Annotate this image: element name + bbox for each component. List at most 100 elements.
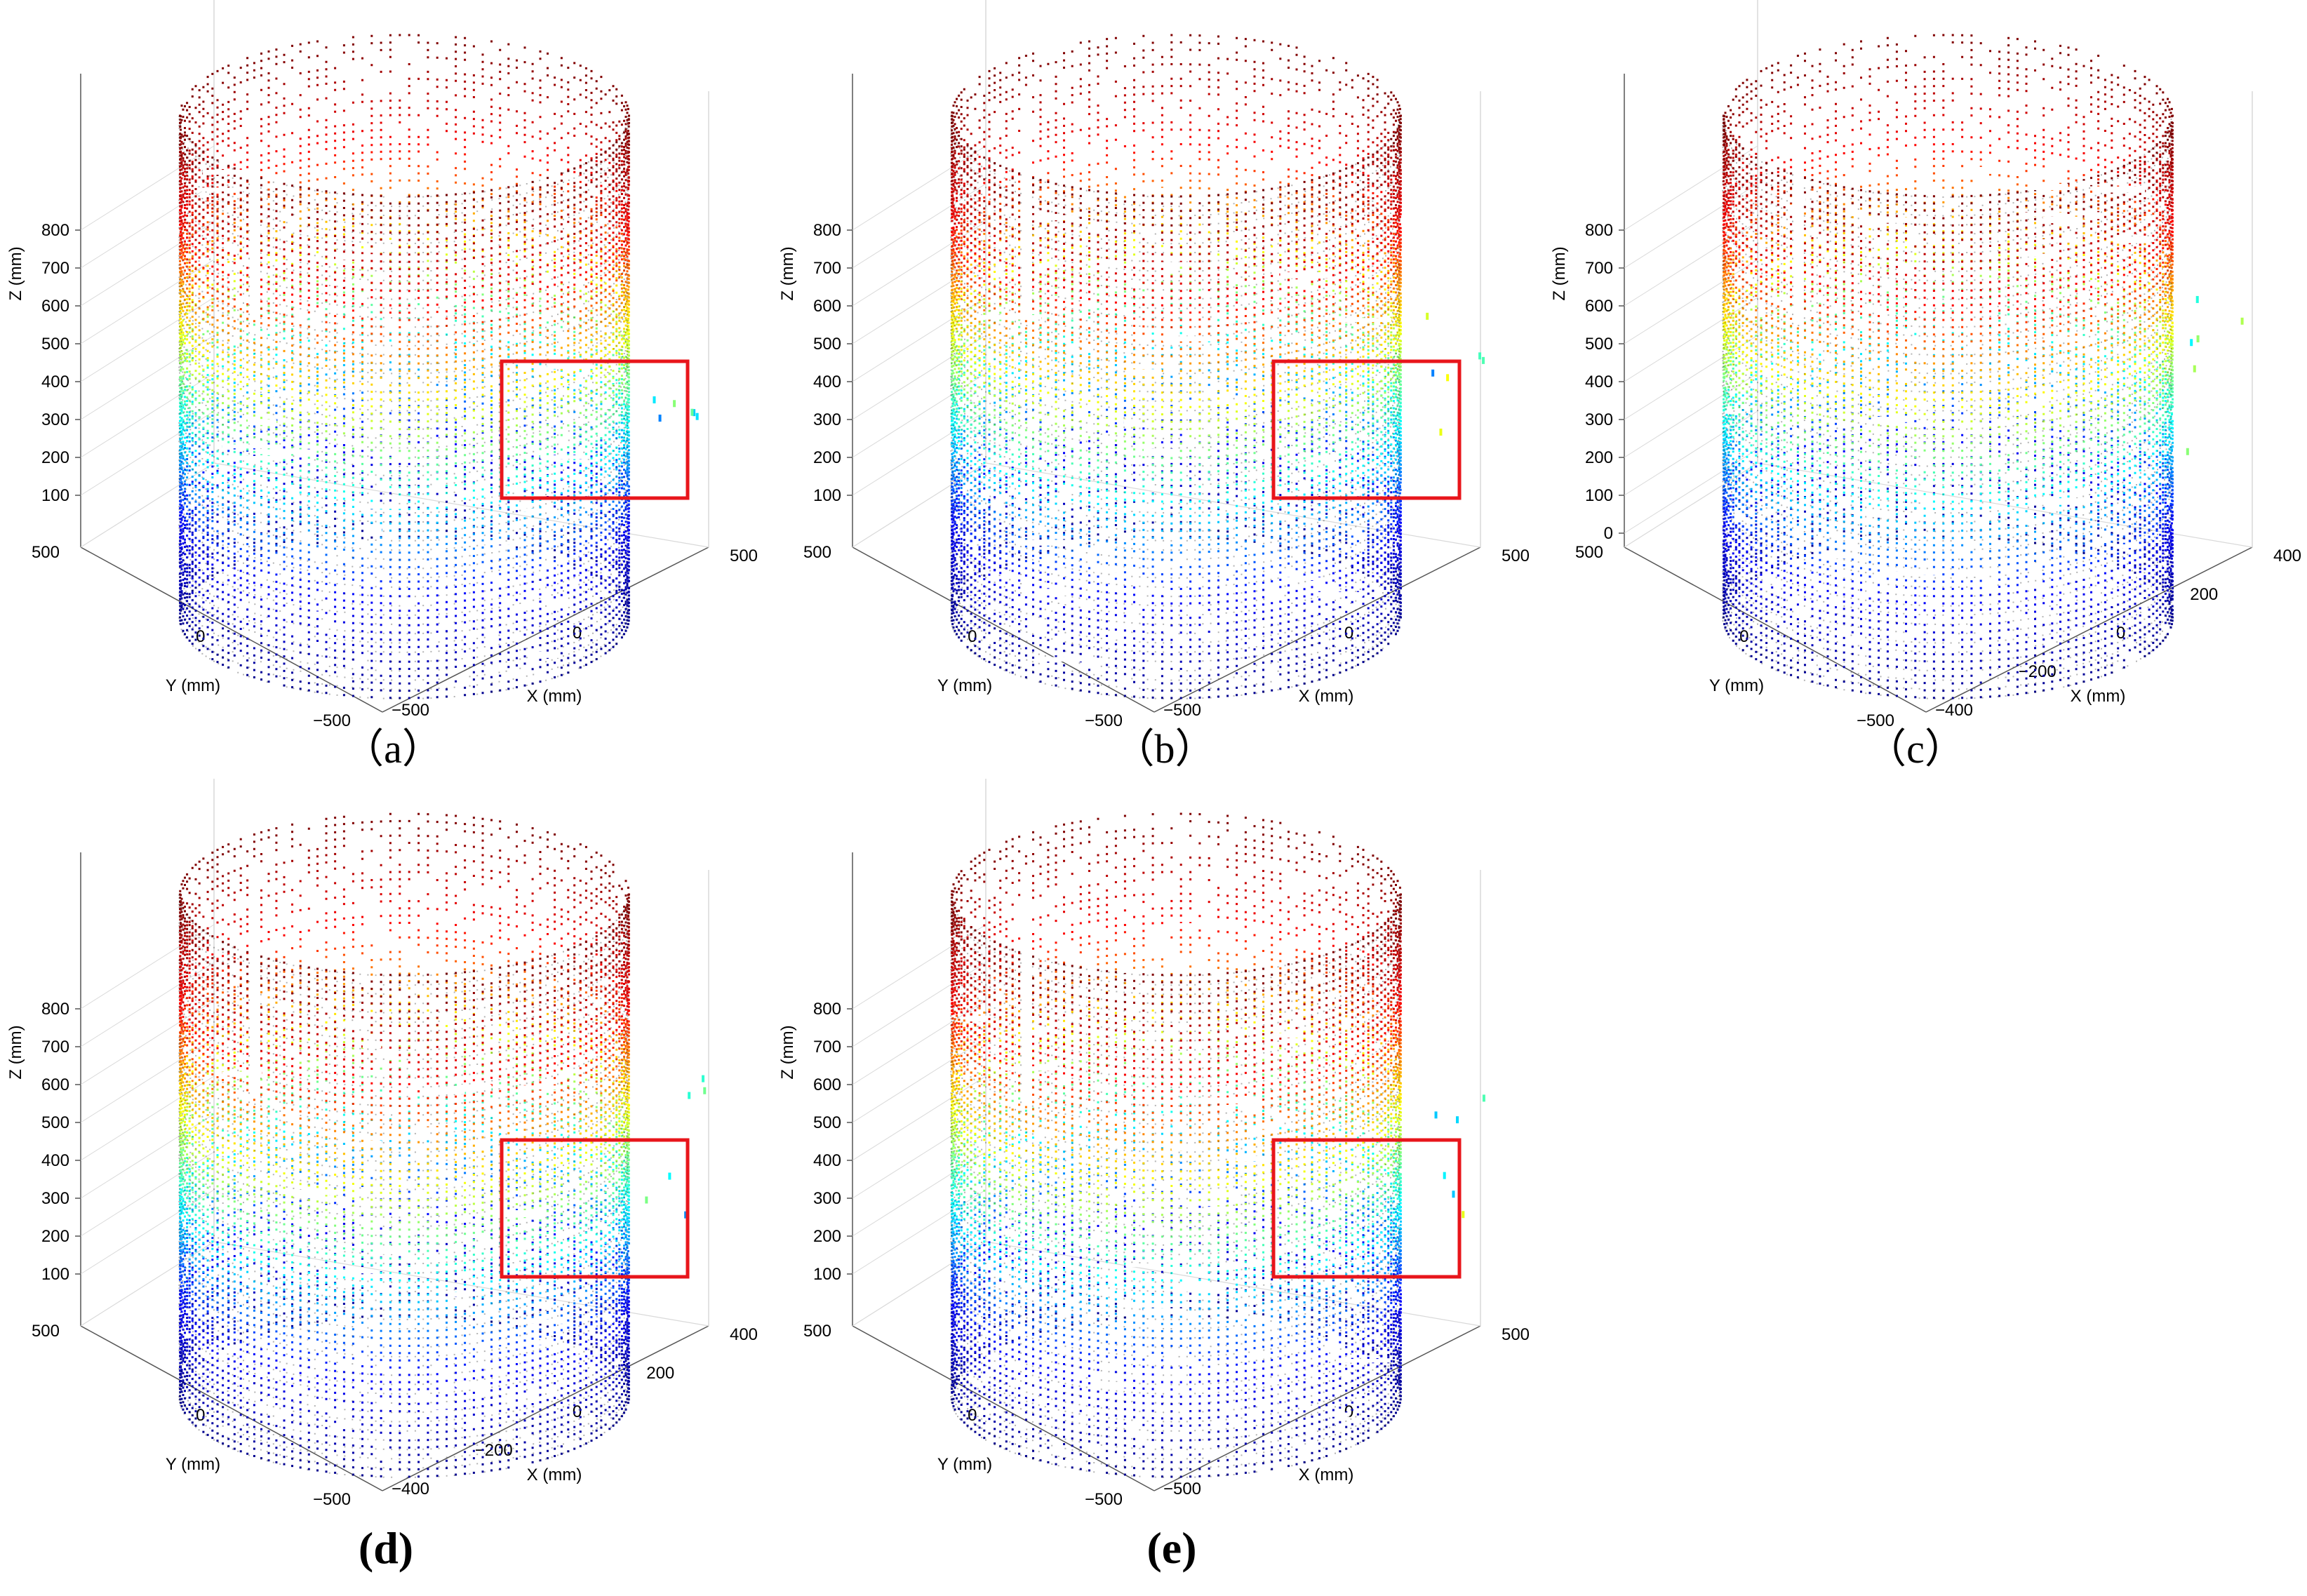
- x-axis-label: X (mm): [527, 687, 582, 706]
- point-ring: [951, 812, 1402, 977]
- data-gap: [1258, 1122, 1280, 1129]
- data-gap: [1123, 419, 1139, 426]
- z-tick-label: 500: [813, 335, 841, 354]
- x-tick-label: −500: [1163, 1480, 1201, 1498]
- x-tick-label: 400: [2273, 546, 2301, 565]
- x-axis-label: X (mm): [1299, 687, 1354, 706]
- data-gap: [523, 508, 542, 512]
- point-ring: [179, 936, 630, 1100]
- outlier-point: [2193, 365, 2196, 373]
- point-ring: [179, 48, 630, 213]
- data-gap: [362, 1042, 382, 1049]
- z-axis-label: Z (mm): [778, 1025, 797, 1079]
- data-gap: [1129, 262, 1192, 267]
- point-ring: [179, 107, 630, 271]
- data-gap: [335, 254, 380, 260]
- y-tick-label: 0: [196, 627, 205, 646]
- data-gap: [252, 1235, 283, 1240]
- data-gap: [526, 1340, 552, 1345]
- data-gap: [1125, 1263, 1158, 1268]
- data-gap: [1339, 1359, 1391, 1363]
- y-tick-label: 500: [32, 1322, 60, 1341]
- highlight-box: [1271, 1138, 1462, 1279]
- panel-d: 100 200 300 400 500 600 700 800 Z (mm) 500 0 −500 Y …: [0, 779, 772, 1522]
- z-tick-label: 200: [1585, 448, 1613, 467]
- z-tick-label: 800: [813, 1000, 841, 1019]
- point-ring: [951, 864, 1402, 1027]
- data-seam: [1024, 88, 1029, 319]
- z-tick-label: 400: [41, 373, 69, 391]
- outlier-point: [690, 408, 694, 416]
- data-gap: [2020, 253, 2072, 257]
- y-tick-label: −500: [313, 1490, 351, 1509]
- point-ring: [1723, 237, 2174, 401]
- axes-box: [1624, 0, 2253, 713]
- panel-c: 0 100 200 300 400 500 600 700 800 Z (mm) 500 0 −500 Y…: [1544, 0, 2307, 744]
- point-ring: [1723, 157, 2174, 321]
- caption-a: （a）: [343, 726, 443, 772]
- z-axis-label: Z (mm): [6, 246, 25, 300]
- outlier-point: [1431, 369, 1435, 377]
- x-axis-label: X (mm): [2071, 687, 2126, 706]
- point-ring: [179, 958, 630, 1122]
- data-gap: [1285, 577, 1330, 581]
- point-ring: [179, 819, 630, 984]
- outlier-point: [2186, 448, 2189, 455]
- y-tick-label: −500: [1085, 711, 1123, 730]
- data-gap: [498, 1210, 544, 1217]
- z-tick-label: 300: [1585, 410, 1613, 429]
- data-gap: [257, 449, 317, 455]
- outlier-point: [1478, 352, 1482, 360]
- outlier-point: [658, 414, 662, 422]
- point-ring: [179, 994, 630, 1158]
- data-gap: [1895, 571, 1939, 575]
- outlier-point: [645, 1196, 648, 1204]
- point-ring: [179, 521, 630, 685]
- data-gap: [1314, 591, 1363, 597]
- point-ring: [951, 850, 1402, 1013]
- data-gap: [530, 651, 560, 658]
- data-gap: [487, 1341, 505, 1346]
- data-gap: [1130, 369, 1162, 376]
- outlier-point: [673, 400, 676, 408]
- z-tick-label: 600: [1585, 297, 1613, 316]
- z-tick-label: 800: [813, 221, 841, 240]
- x-tick-label: 200: [646, 1364, 674, 1383]
- z-tick-label: 500: [1585, 335, 1613, 354]
- data-gap: [2084, 212, 2101, 220]
- data-gap: [203, 170, 258, 175]
- data-gap: [2040, 239, 2075, 243]
- y-tick-label: 500: [32, 543, 60, 562]
- caption-b: （b）: [1114, 726, 1216, 772]
- z-tick-label: 800: [41, 221, 69, 240]
- data-gap: [384, 191, 403, 199]
- x-axis-label: X (mm): [527, 1466, 582, 1484]
- x-tick-label: −200: [2019, 662, 2057, 681]
- x-tick-label: 400: [730, 1325, 758, 1344]
- y-tick-label: −500: [1085, 1490, 1123, 1509]
- x-tick-label: −400: [1935, 701, 1973, 720]
- x-tick-label: 500: [1502, 1325, 1530, 1344]
- data-gap: [366, 526, 382, 534]
- y-axis-label: Y (mm): [937, 676, 992, 695]
- y-tick-label: 0: [1739, 627, 1748, 646]
- data-gap: [979, 315, 1042, 320]
- data-gap: [1859, 217, 1909, 223]
- data-gap: [966, 1015, 987, 1022]
- outlier-point: [2195, 295, 2199, 303]
- axes-box: [80, 0, 709, 713]
- data-gap: [1150, 187, 1167, 193]
- outlier-point: [1443, 1172, 1446, 1179]
- point-ring: [179, 41, 630, 205]
- point-ring: [951, 77, 1402, 241]
- data-gap: [373, 1248, 408, 1254]
- point-ring: [1723, 70, 2174, 234]
- z-tick-label: 600: [813, 1075, 841, 1094]
- z-tick-label: 200: [813, 1227, 841, 1246]
- outlier-point: [653, 396, 656, 403]
- point-ring: [179, 165, 630, 328]
- z-tick-label: 100: [1585, 486, 1613, 505]
- axes-box: [80, 779, 709, 1491]
- data-gap: [1023, 215, 1074, 221]
- data-gap: [417, 1127, 455, 1132]
